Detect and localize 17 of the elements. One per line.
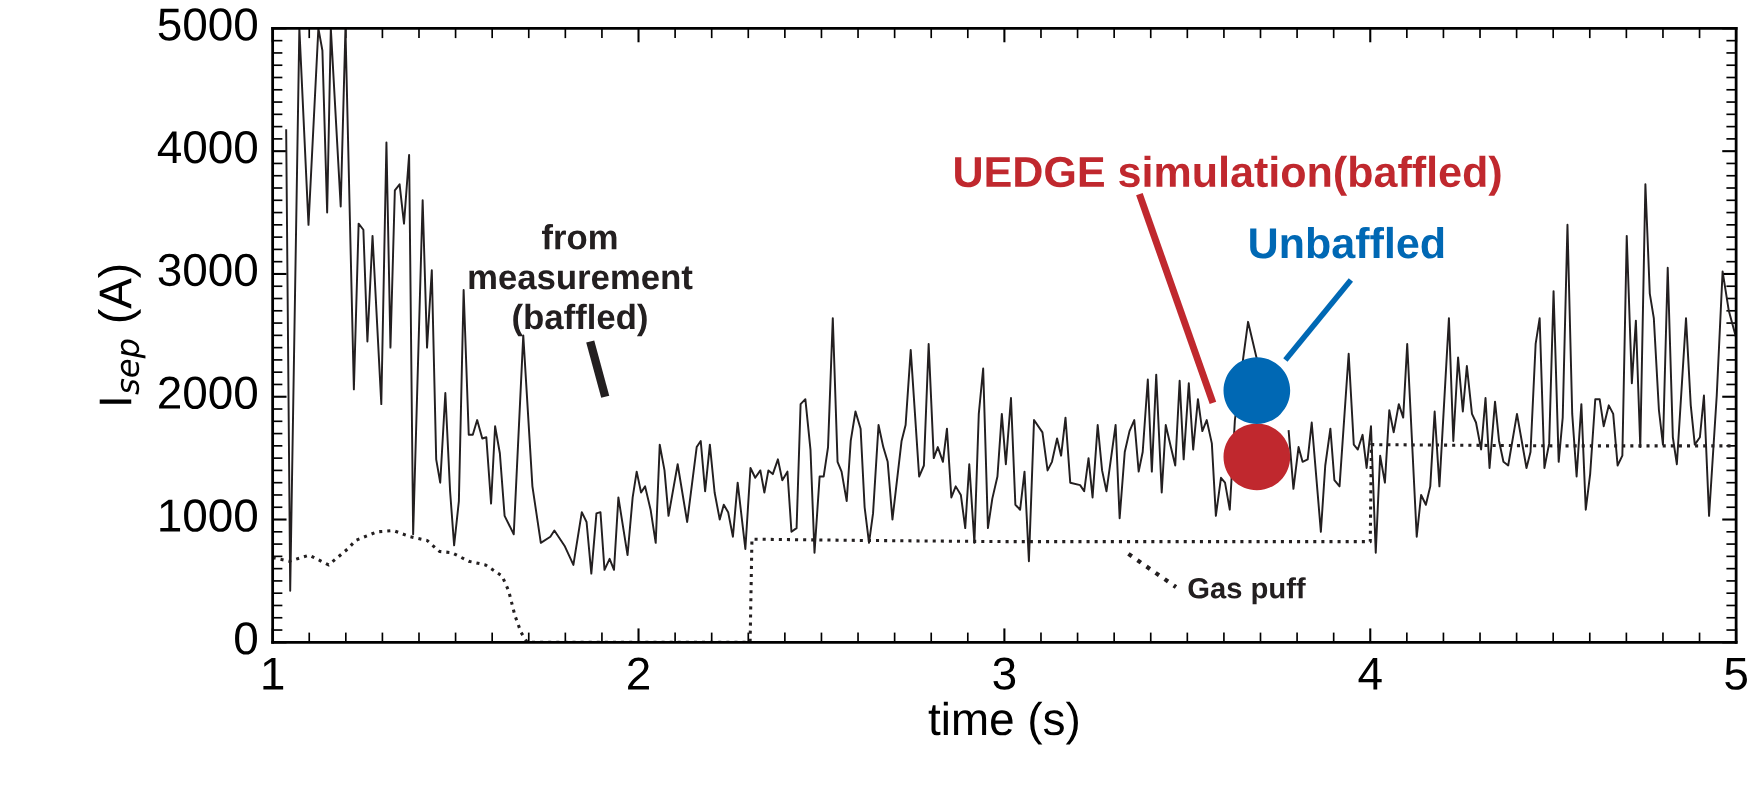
y-tick-label: 3000 [158,253,257,287]
y-tick-label: 1000 [160,499,257,532]
x-tick-label: 5 [1725,657,1747,690]
series-label: from measurement (baffled) [469,223,693,337]
y-axis-title: I$_{sep}$ (A) [98,265,146,404]
text: UEDGE simulation(baffled) [955,155,1501,196]
x-tick-label: 3 [993,657,1016,690]
legend-label: Gas puff [1188,577,1306,605]
text: Unbaffled [1250,226,1444,259]
x-axis-title: time (s) [928,701,1078,745]
x-tick-label: 1 [263,657,284,690]
y-tick-label: 4000 [157,131,257,164]
x-tick-label: 4 [1358,657,1382,690]
x-tick-label: 2 [628,657,649,690]
y-tick-label: 2000 [159,376,257,410]
y-tick-label: 5000 [158,8,257,41]
y-tick-label: 0 [235,622,257,655]
